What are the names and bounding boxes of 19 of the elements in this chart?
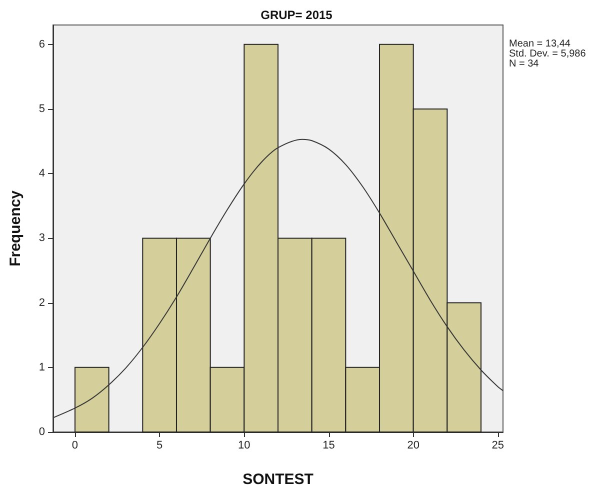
text: N = 34 xyxy=(509,58,540,70)
y-tick-label: 3 xyxy=(38,232,45,244)
y-tick-label: 1 xyxy=(38,361,45,374)
y-tick-label: 5 xyxy=(38,102,45,115)
y-tick-label: 2 xyxy=(38,296,45,309)
x-tick-label: 10 xyxy=(238,440,250,452)
text: Mean = 13,44 xyxy=(509,38,571,50)
x-tick-label: 5 xyxy=(156,440,163,452)
y-tick-label: 4 xyxy=(38,168,45,180)
x-tick-label: 0 xyxy=(72,440,78,452)
text: Std. Dev. = 5,986 xyxy=(509,48,586,60)
y-axis-title: Frequency xyxy=(7,190,24,266)
x-tick-label: 20 xyxy=(407,440,420,452)
x-tick-label: 15 xyxy=(322,440,335,452)
chart-title: GRUP= 2015 xyxy=(260,8,333,22)
y-tick-label: 6 xyxy=(38,38,45,50)
y-tick-label: 0 xyxy=(38,426,45,438)
x-axis-title: SONTEST xyxy=(242,471,314,488)
x-tick-label: 25 xyxy=(492,440,504,452)
